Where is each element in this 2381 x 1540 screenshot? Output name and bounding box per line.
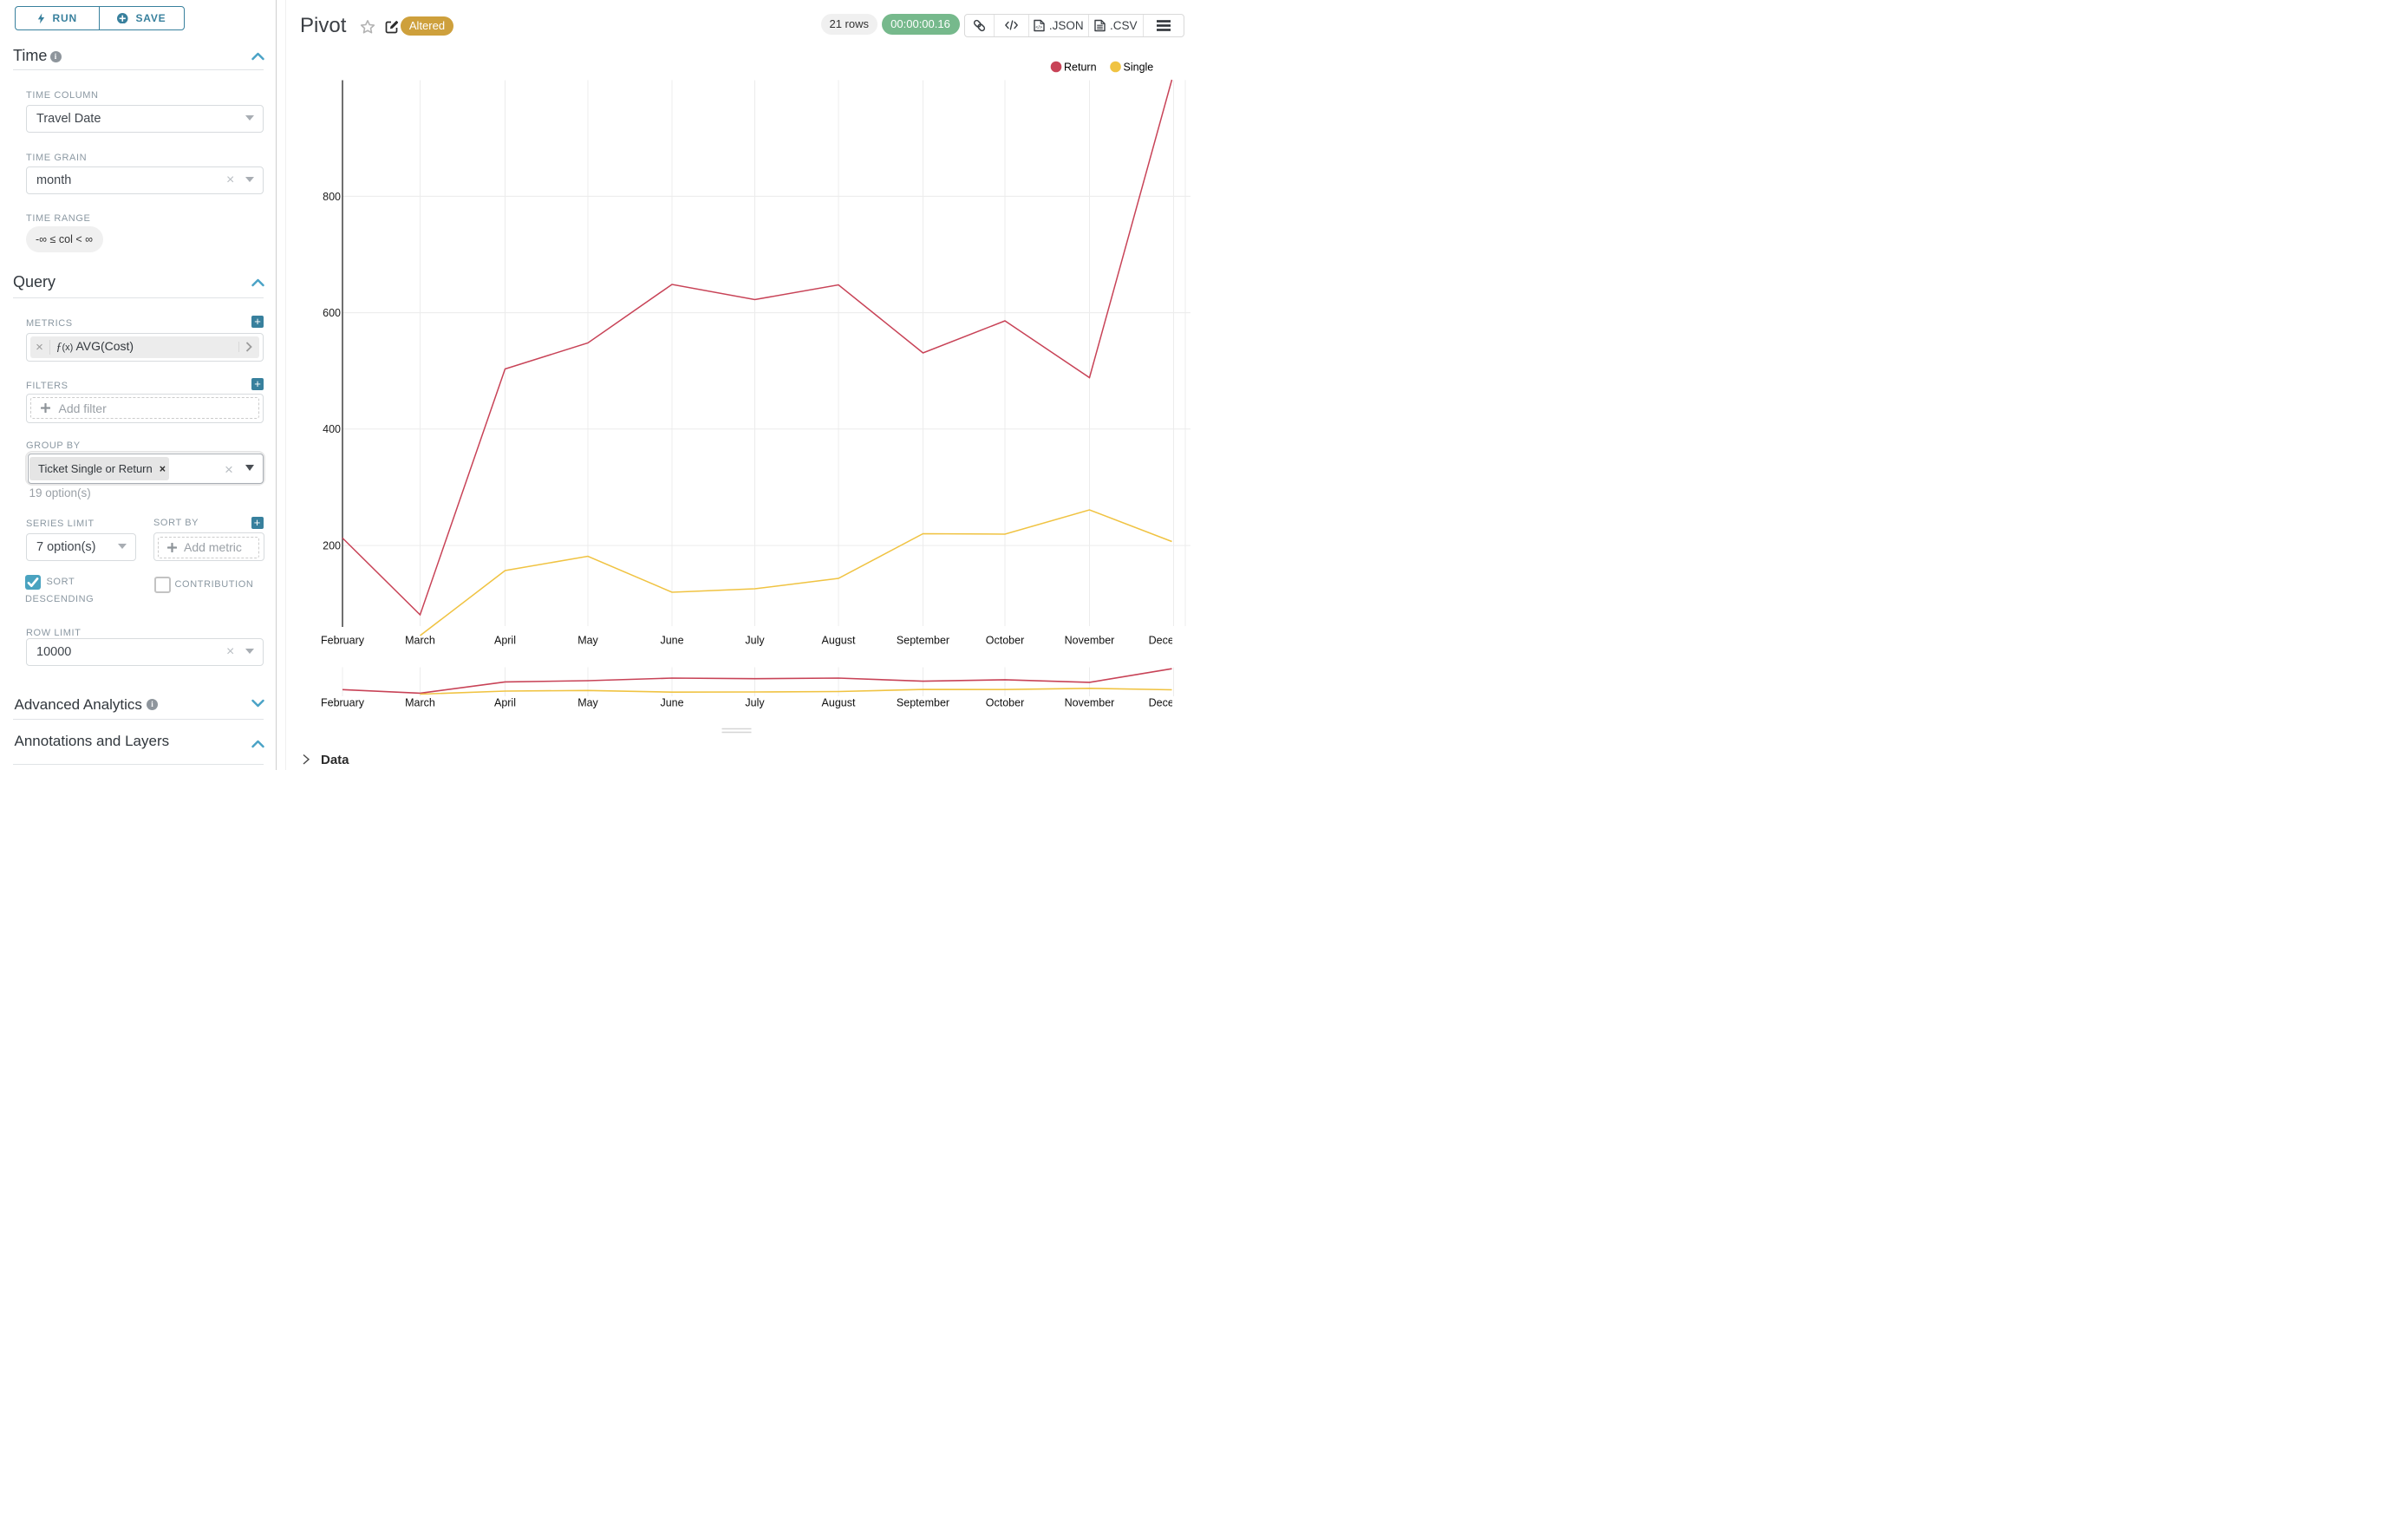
svg-text:Single: Single xyxy=(1124,62,1154,74)
svg-text:May: May xyxy=(577,635,598,647)
svg-text:September: September xyxy=(897,635,949,647)
svg-text:September: September xyxy=(897,697,949,709)
svg-text:July: July xyxy=(745,697,765,709)
svg-text:April: April xyxy=(494,635,516,647)
svg-text:April: April xyxy=(494,697,516,709)
svg-text:December: December xyxy=(1149,697,1190,709)
svg-text:February: February xyxy=(321,635,365,647)
svg-text:Data: Data xyxy=(321,753,349,767)
svg-text:600: 600 xyxy=(323,307,341,319)
svg-text:December: December xyxy=(1149,635,1190,647)
svg-text:800: 800 xyxy=(323,191,341,203)
svg-text:July: July xyxy=(745,635,765,647)
svg-text:Return: Return xyxy=(1064,62,1097,74)
svg-text:</>: </> xyxy=(1035,25,1042,30)
svg-text:200: 200 xyxy=(323,540,341,552)
svg-text:October: October xyxy=(986,697,1024,709)
svg-text:November: November xyxy=(1065,697,1115,709)
svg-text:June: June xyxy=(660,635,683,647)
svg-text:400: 400 xyxy=(323,423,341,435)
svg-text:November: November xyxy=(1065,635,1115,647)
svg-text:February: February xyxy=(321,697,365,709)
svg-text:August: August xyxy=(822,635,856,647)
svg-text:March: March xyxy=(405,697,435,709)
svg-text:May: May xyxy=(577,697,598,709)
svg-text:August: August xyxy=(822,697,856,709)
svg-text:June: June xyxy=(660,697,683,709)
svg-text:October: October xyxy=(986,635,1024,647)
svg-text:March: March xyxy=(405,635,435,647)
